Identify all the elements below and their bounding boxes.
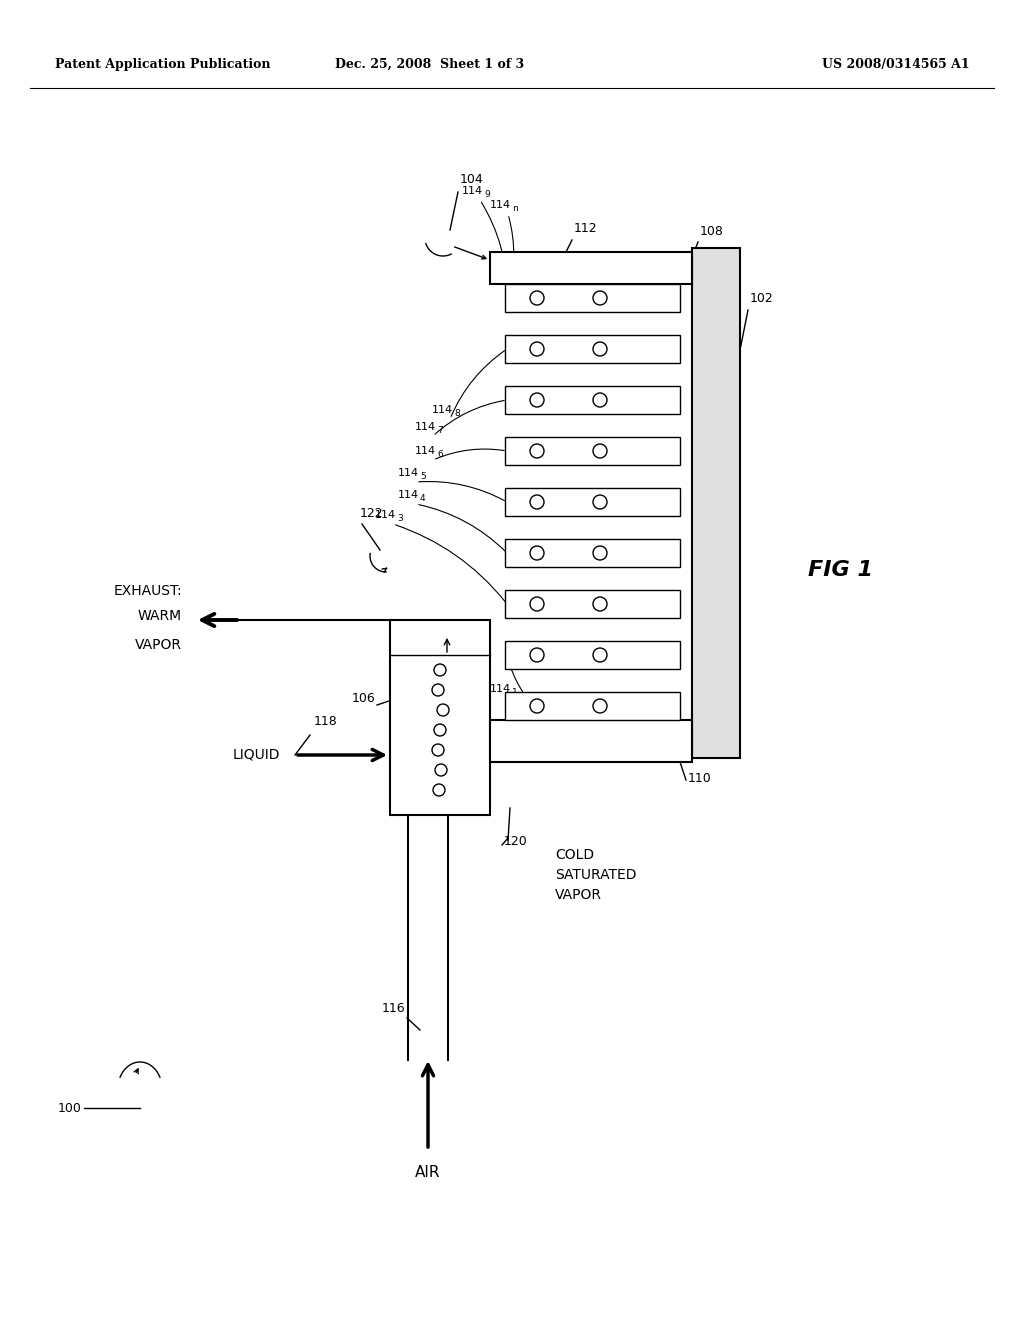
Text: 122: 122: [360, 507, 384, 520]
Text: 114: 114: [462, 186, 483, 195]
Text: FIG 1: FIG 1: [808, 560, 872, 579]
Bar: [490, 252, 692, 284]
Text: n: n: [512, 205, 518, 213]
Bar: [692, 248, 740, 758]
Text: WARM: WARM: [138, 609, 182, 623]
Bar: [390, 620, 490, 814]
Text: LIQUID: LIQUID: [232, 748, 280, 762]
Bar: [505, 385, 680, 414]
Text: 114: 114: [525, 702, 546, 711]
Text: 116: 116: [381, 1002, 406, 1015]
Text: 114: 114: [490, 684, 511, 694]
Text: COLD: COLD: [555, 847, 594, 862]
Bar: [505, 692, 680, 719]
Bar: [505, 642, 680, 669]
Text: 6: 6: [437, 450, 442, 459]
Text: 9: 9: [484, 190, 489, 199]
Text: 7: 7: [437, 426, 442, 436]
Text: 114: 114: [490, 201, 511, 210]
Text: VAPOR: VAPOR: [555, 888, 602, 902]
Text: 118: 118: [314, 715, 338, 729]
Text: 3: 3: [397, 513, 402, 523]
Text: 114: 114: [375, 510, 396, 520]
Text: 5: 5: [420, 473, 426, 480]
Text: SATURATED: SATURATED: [555, 869, 637, 882]
Text: 2: 2: [547, 706, 553, 715]
Bar: [505, 284, 680, 312]
Text: VAPOR: VAPOR: [135, 638, 182, 652]
Bar: [505, 335, 680, 363]
Text: 4: 4: [420, 494, 426, 503]
Text: 114: 114: [415, 446, 436, 455]
Text: 114: 114: [398, 490, 419, 500]
Bar: [505, 539, 680, 568]
Bar: [505, 437, 680, 465]
Text: Patent Application Publication: Patent Application Publication: [55, 58, 270, 71]
Text: 120: 120: [504, 836, 527, 847]
Text: 110: 110: [688, 772, 712, 785]
Text: 108: 108: [700, 224, 724, 238]
Text: 114: 114: [415, 422, 436, 432]
Text: 104: 104: [460, 173, 483, 186]
Text: 100: 100: [58, 1101, 82, 1114]
Text: 106: 106: [351, 692, 375, 705]
Text: 8: 8: [454, 409, 460, 418]
Text: 114: 114: [432, 405, 454, 414]
Text: 114: 114: [398, 469, 419, 478]
Text: 1: 1: [512, 688, 518, 697]
Text: 112: 112: [574, 222, 598, 235]
Bar: [505, 488, 680, 516]
Text: Dec. 25, 2008  Sheet 1 of 3: Dec. 25, 2008 Sheet 1 of 3: [336, 58, 524, 71]
Text: US 2008/0314565 A1: US 2008/0314565 A1: [822, 58, 970, 71]
Text: EXHAUST:: EXHAUST:: [114, 583, 182, 598]
Bar: [505, 590, 680, 618]
Bar: [490, 719, 692, 762]
Text: 102: 102: [750, 292, 774, 305]
Text: AIR: AIR: [416, 1166, 440, 1180]
